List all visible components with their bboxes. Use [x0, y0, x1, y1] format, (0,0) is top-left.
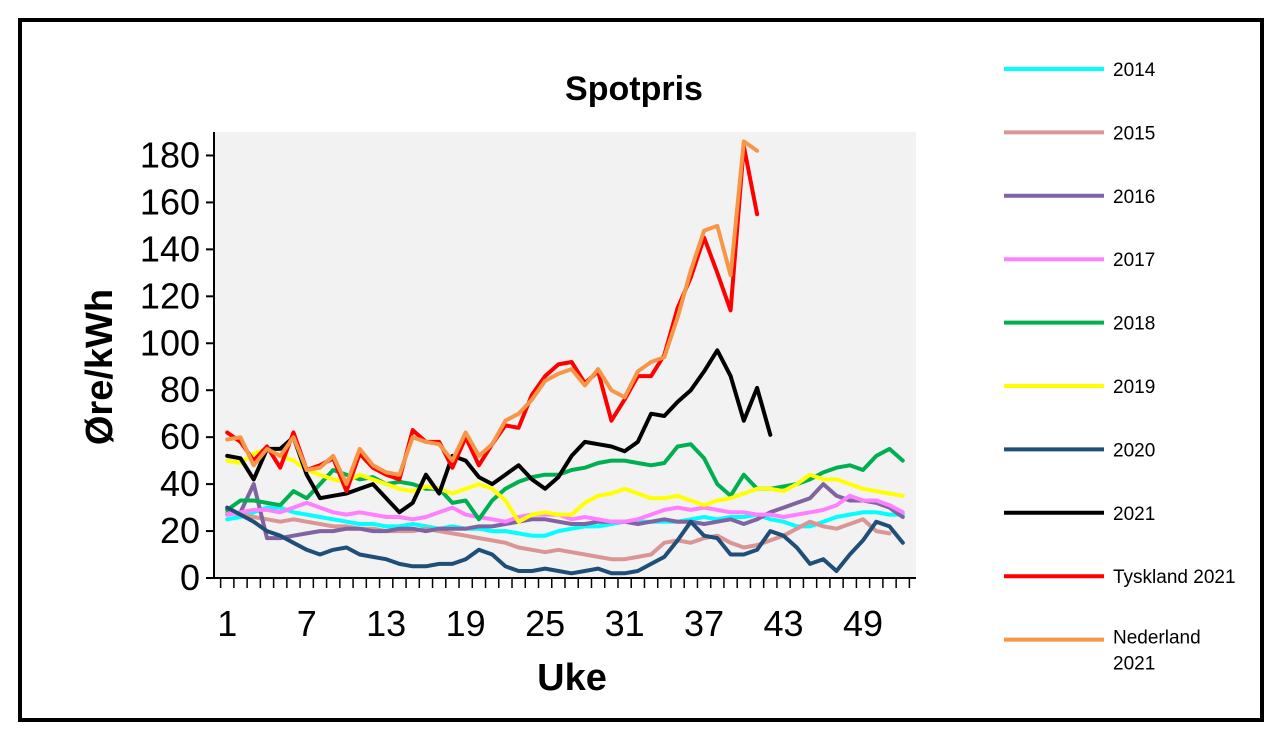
series-line-1 — [225, 510, 892, 562]
x-tick-label: 13 — [366, 603, 406, 644]
y-tick-label: 160 — [140, 181, 200, 222]
series-line-7 — [225, 348, 773, 515]
y-tick-label: 120 — [140, 275, 200, 316]
axes-layer — [206, 132, 916, 588]
series-line-0 — [225, 505, 905, 538]
x-axis-label: Uke — [537, 657, 607, 699]
legend-label-4: 2018 — [1113, 314, 1155, 335]
chart: Spotpris Uke Øre/kWh 0 20 40 60 80 100 120 140 1… — [79, 60, 1236, 699]
x-tick-label: 19 — [446, 603, 486, 644]
x-tick-label: 49 — [843, 603, 883, 644]
y-tick-labels: 0 20 40 60 80 100 120 140 160 180 — [140, 134, 200, 598]
x-tick-label: 43 — [764, 603, 804, 644]
legend-label-0: 2014 — [1113, 60, 1156, 81]
legend-label-3: 2017 — [1113, 250, 1155, 271]
x-tick-labels: 1 7 13 19 25 31 37 43 49 — [217, 603, 883, 644]
legend: 2014 2015 2016 2017 2018 2019 2020 2021 Tyskland… — [1004, 60, 1236, 675]
x-tick-label: 37 — [684, 603, 724, 644]
series-line-3 — [225, 493, 905, 524]
y-tick-label: 140 — [140, 228, 200, 269]
legend-label-7: 2021 — [1113, 504, 1155, 525]
legend-label-5: 2019 — [1113, 377, 1155, 398]
y-tick-label: 100 — [140, 322, 200, 363]
legend-label-6: 2020 — [1113, 440, 1155, 461]
series-line-6 — [225, 505, 905, 576]
legend-label-2: 2016 — [1113, 187, 1155, 208]
y-tick-label: 60 — [160, 416, 200, 457]
legend-label-1: 2015 — [1113, 123, 1155, 144]
legend-label-8: Tyskland 2021 — [1113, 567, 1236, 588]
chart-title: Spotpris — [565, 70, 703, 108]
x-tick-label: 1 — [217, 603, 237, 644]
series-line-2 — [225, 482, 905, 541]
series-layer — [225, 139, 905, 576]
series-line-5 — [225, 446, 905, 524]
legend-label-9: Nederland 2021 — [1113, 628, 1201, 675]
y-tick-label: 80 — [160, 369, 200, 410]
chart-frame: Spotpris Uke Øre/kWh 0 20 40 60 80 100 120 140 1… — [18, 18, 1264, 722]
y-tick-label: 180 — [140, 134, 200, 175]
series-line-9 — [225, 139, 760, 487]
y-tick-label: 40 — [160, 463, 200, 504]
x-tick-label: 25 — [525, 603, 565, 644]
y-tick-label: 0 — [180, 557, 200, 598]
y-axis-label: Øre/kWh — [79, 289, 121, 445]
x-tick-label: 7 — [297, 603, 317, 644]
y-tick-label: 20 — [160, 510, 200, 551]
x-tick-label: 31 — [605, 603, 645, 644]
